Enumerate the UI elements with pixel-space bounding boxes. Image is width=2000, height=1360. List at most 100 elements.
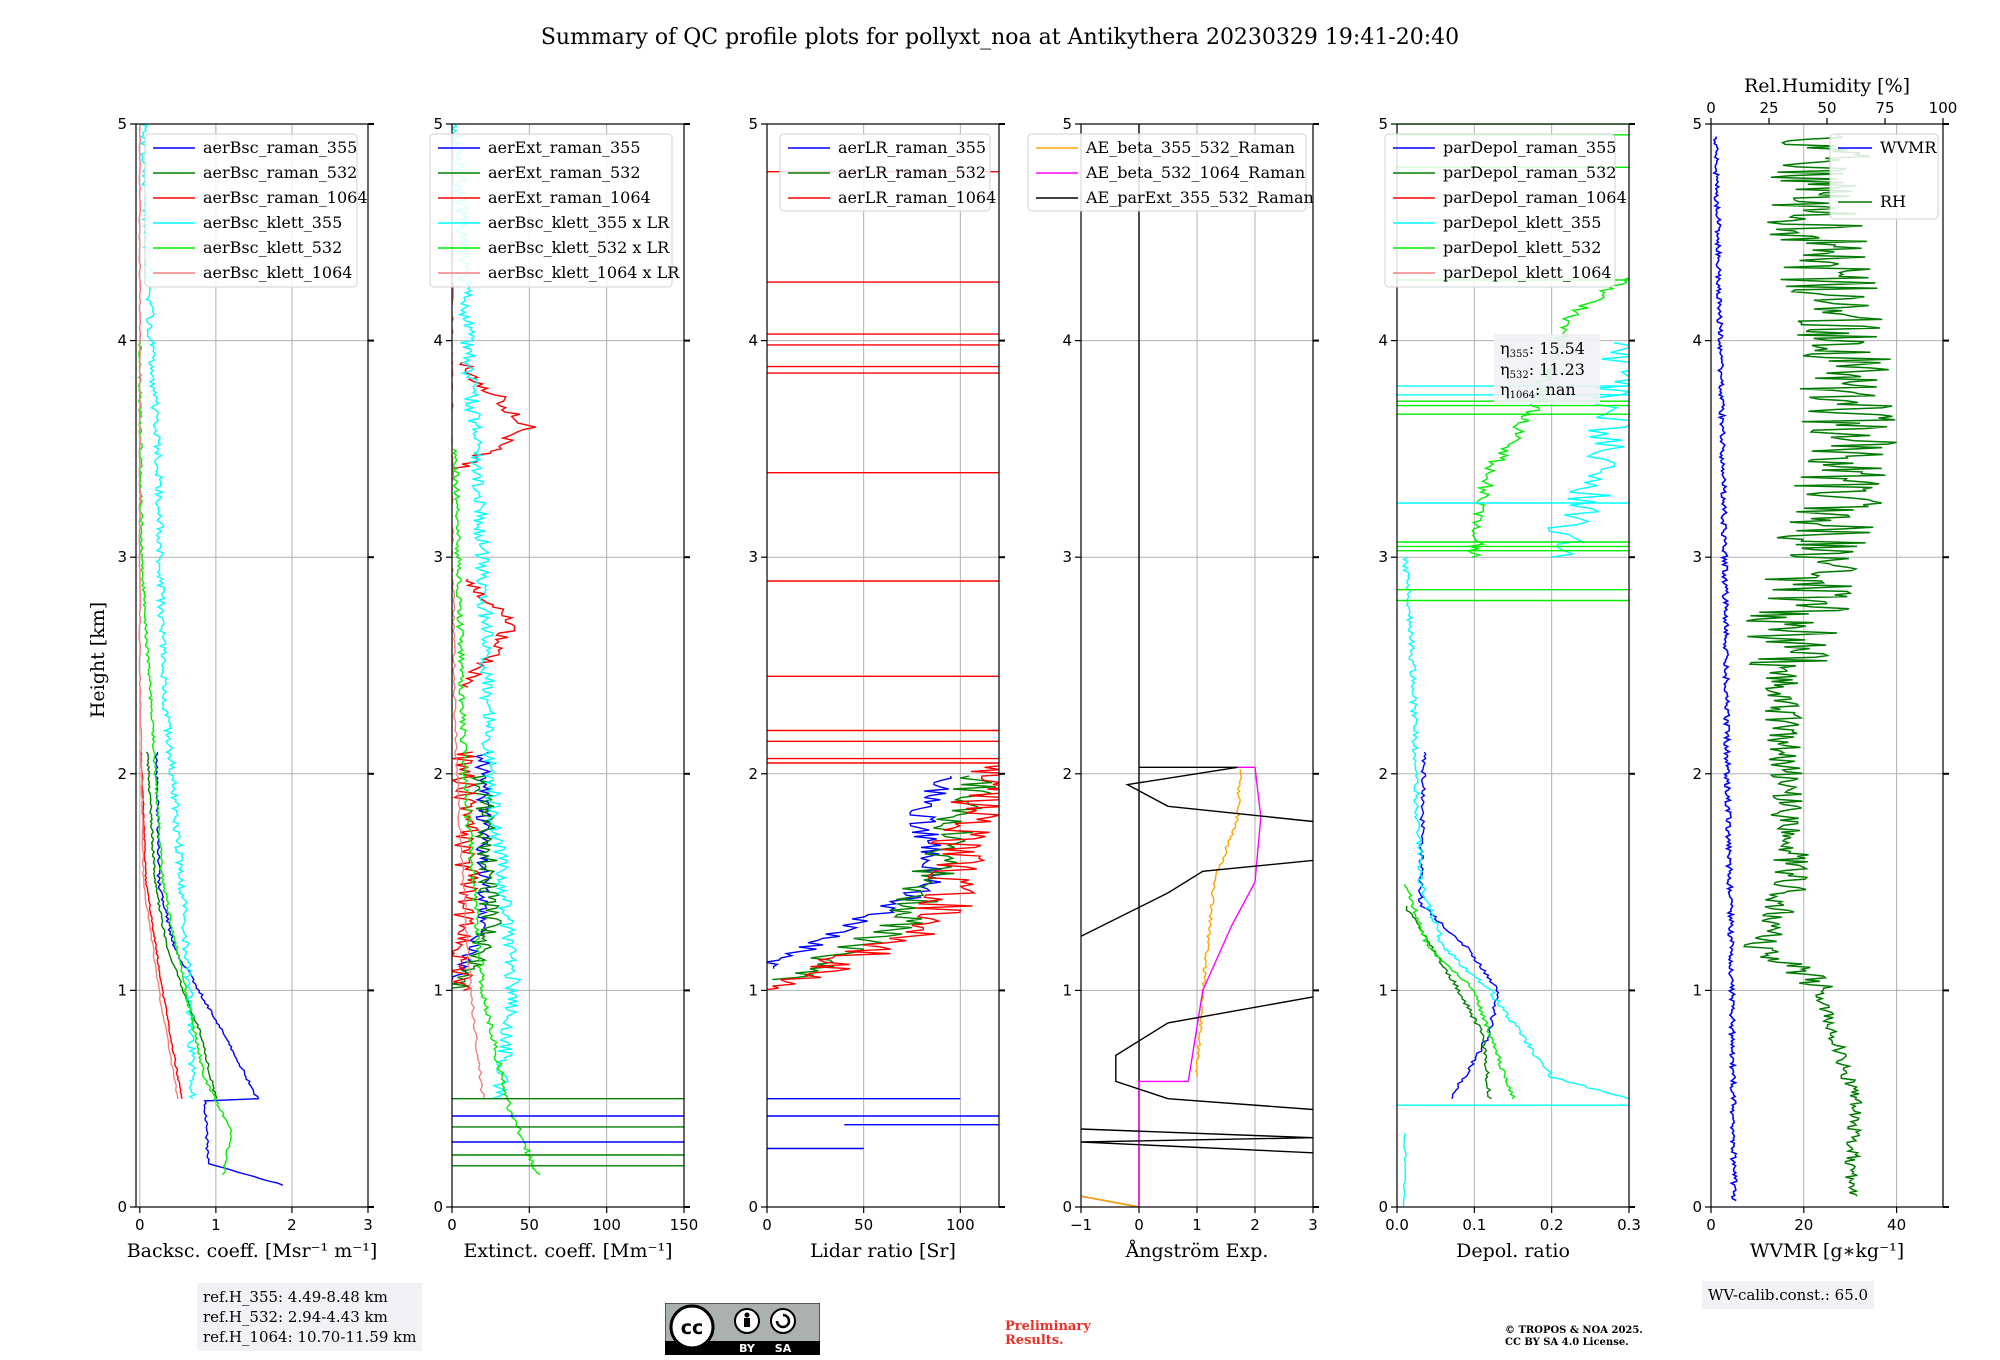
series-AE-parExt-upper — [1125, 766, 1313, 823]
eta-line: η355: 15.54 — [1500, 339, 1585, 360]
x-tick-label: 0.0 — [1385, 1216, 1409, 1234]
x-ticks: 0 20 40 — [1706, 1207, 1906, 1234]
eta-value: : nan — [1535, 380, 1576, 399]
x-tick-label: 100 — [946, 1216, 975, 1234]
x-tick-label: 0 — [135, 1216, 145, 1234]
x-tick-label: 3 — [1308, 1216, 1318, 1234]
axes-frame — [1396, 123, 1630, 1208]
grid-lines — [1080, 123, 1314, 1208]
legend: parDepol_raman_355 parDepol_raman_532 parD… — [1384, 133, 1627, 288]
series-aerExt-raman-355 — [452, 751, 493, 981]
eta-symbol: η — [1500, 380, 1510, 399]
top-x-tick-label: 25 — [1759, 99, 1778, 117]
ref-height-532: ref.H_532: 2.94-4.43 km — [203, 1308, 388, 1326]
series-rh — [1743, 134, 1897, 1197]
legend-label: AE_beta_532_1064_Raman — [1085, 163, 1305, 182]
legend-label: WVMR — [1880, 138, 1937, 157]
eta-symbol: η — [1500, 360, 1510, 379]
y-ticks: 0 1 2 3 4 5 — [1378, 115, 1635, 1216]
axes-frame — [1710, 123, 1944, 1208]
eta-line: η532: 11.23 — [1500, 360, 1585, 381]
legend-label: aerExt_raman_355 — [488, 138, 641, 157]
y-tick-label: 5 — [1692, 115, 1702, 133]
legend-label: aerBsc_klett_1064 — [203, 263, 352, 282]
y-tick-label: 1 — [117, 981, 127, 999]
top-x-axis-label: Rel.Humidity [%] — [1744, 75, 1910, 97]
series-parDepol-klett-355 — [1401, 556, 1629, 1100]
legend-box — [779, 133, 991, 212]
legend-box — [1829, 133, 1939, 220]
top-x-tick-label: 75 — [1875, 99, 1894, 117]
ref-heights-box: ref.H_355: 4.49-8.48 km ref.H_532: 2.94-… — [197, 1283, 423, 1351]
wv-calib-text: WV-calib.const.: 65.0 — [1708, 1286, 1869, 1304]
y-ticks: 0 1 2 3 4 5 — [117, 115, 374, 1216]
x-tick-label: 3 — [363, 1216, 373, 1234]
y-tick-label: 4 — [433, 332, 443, 350]
y-tick-label: 2 — [1062, 765, 1072, 783]
legend-label: parDepol_klett_532 — [1443, 238, 1601, 257]
y-tick-label: 3 — [1062, 548, 1072, 566]
x-tick-label: 50 — [520, 1216, 539, 1234]
eta-value: : 15.54 — [1529, 339, 1585, 358]
x-axis-label: Backsc. coeff. [Msr⁻¹ m⁻¹] — [127, 1240, 378, 1262]
series-aerBsc-klett-1064 — [138, 124, 179, 1099]
legend-label: AE_parExt_355_532_Raman — [1085, 188, 1314, 207]
y-tick-label: 5 — [1378, 115, 1388, 133]
x-axis-label: Ångström Exp. — [1125, 1240, 1269, 1262]
x-tick-label: 0 — [447, 1216, 457, 1234]
top-x-tick-label: 0 — [1706, 99, 1716, 117]
y-tick-label: 0 — [748, 1198, 758, 1216]
legend-box — [1384, 133, 1616, 288]
ref-height-1064: ref.H_1064: 10.70-11.59 km — [203, 1328, 417, 1346]
legend-label: AE_beta_355_532_Raman — [1085, 138, 1295, 157]
y-ticks: 0 1 2 3 4 5 — [433, 115, 690, 1216]
axes-frame — [451, 123, 685, 1208]
series-aerBsc-raman-532 — [145, 751, 218, 1099]
x-tick-label: 1 — [1192, 1216, 1202, 1234]
legend: aerExt_raman_355 aerExt_raman_532 aerExt_r… — [429, 133, 680, 288]
legend-label: parDepol_raman_355 — [1443, 138, 1616, 157]
x-tick-label: 150 — [670, 1216, 699, 1234]
y-tick-label: 3 — [433, 548, 443, 566]
y-tick-label: 5 — [117, 115, 127, 133]
series-group — [767, 170, 999, 1150]
x-axis-label: Depol. ratio — [1456, 1240, 1570, 1262]
y-tick-label: 4 — [1692, 332, 1702, 350]
y-tick-label: 3 — [1378, 548, 1388, 566]
x-tick-label: 0.3 — [1617, 1216, 1641, 1234]
y-ticks: 0 1 2 3 4 5 — [748, 115, 1005, 1216]
legend-label: aerBsc_raman_355 — [203, 138, 357, 157]
series-parDepol-klett-355-low — [1402, 1133, 1407, 1207]
figure-title: Summary of QC profile plots for pollyxt_… — [541, 25, 1459, 50]
eta-symbol: η — [1500, 339, 1510, 358]
legend-label: parDepol_raman_532 — [1443, 163, 1616, 182]
x-tick-label: 1 — [211, 1216, 221, 1234]
x-ticks: 0 50 100 — [762, 1207, 975, 1234]
x-tick-label: 2 — [1250, 1216, 1260, 1234]
y-tick-label: 2 — [117, 765, 127, 783]
grid-lines — [1710, 123, 1943, 1208]
y-tick-label: 1 — [1062, 981, 1072, 999]
sa-icon — [770, 1308, 796, 1334]
series-AE-parExt-base — [1081, 124, 1140, 1207]
series-aerBsc-raman-1064 — [140, 751, 183, 1099]
x-tick-label: 0.2 — [1540, 1216, 1564, 1234]
x-tick-label: 2 — [287, 1216, 297, 1234]
eta-wavelength: 532 — [1510, 370, 1529, 381]
legend-label: RH — [1880, 192, 1906, 211]
x-tick-label: 20 — [1794, 1216, 1813, 1234]
series-parDepol-klett-532-upper — [1465, 275, 1629, 558]
legend-label: aerExt_raman_1064 — [488, 188, 651, 207]
series-aerBsc-klett-532-x-LR — [452, 448, 541, 1176]
legend-label: aerBsc_klett_355 — [203, 213, 342, 232]
legend: aerLR_raman_355 aerLR_raman_532 aerLR_rama… — [779, 133, 996, 212]
x-tick-label: −1 — [1070, 1216, 1092, 1234]
preliminary-line-1: Preliminary — [1005, 1319, 1091, 1334]
legend-box — [144, 133, 358, 288]
grid-lines — [766, 123, 999, 1208]
x-ticks: 0.0 0.1 0.2 0.3 — [1385, 1207, 1641, 1234]
x-axis-label: WVMR [g∗kg⁻¹] — [1750, 1240, 1904, 1262]
